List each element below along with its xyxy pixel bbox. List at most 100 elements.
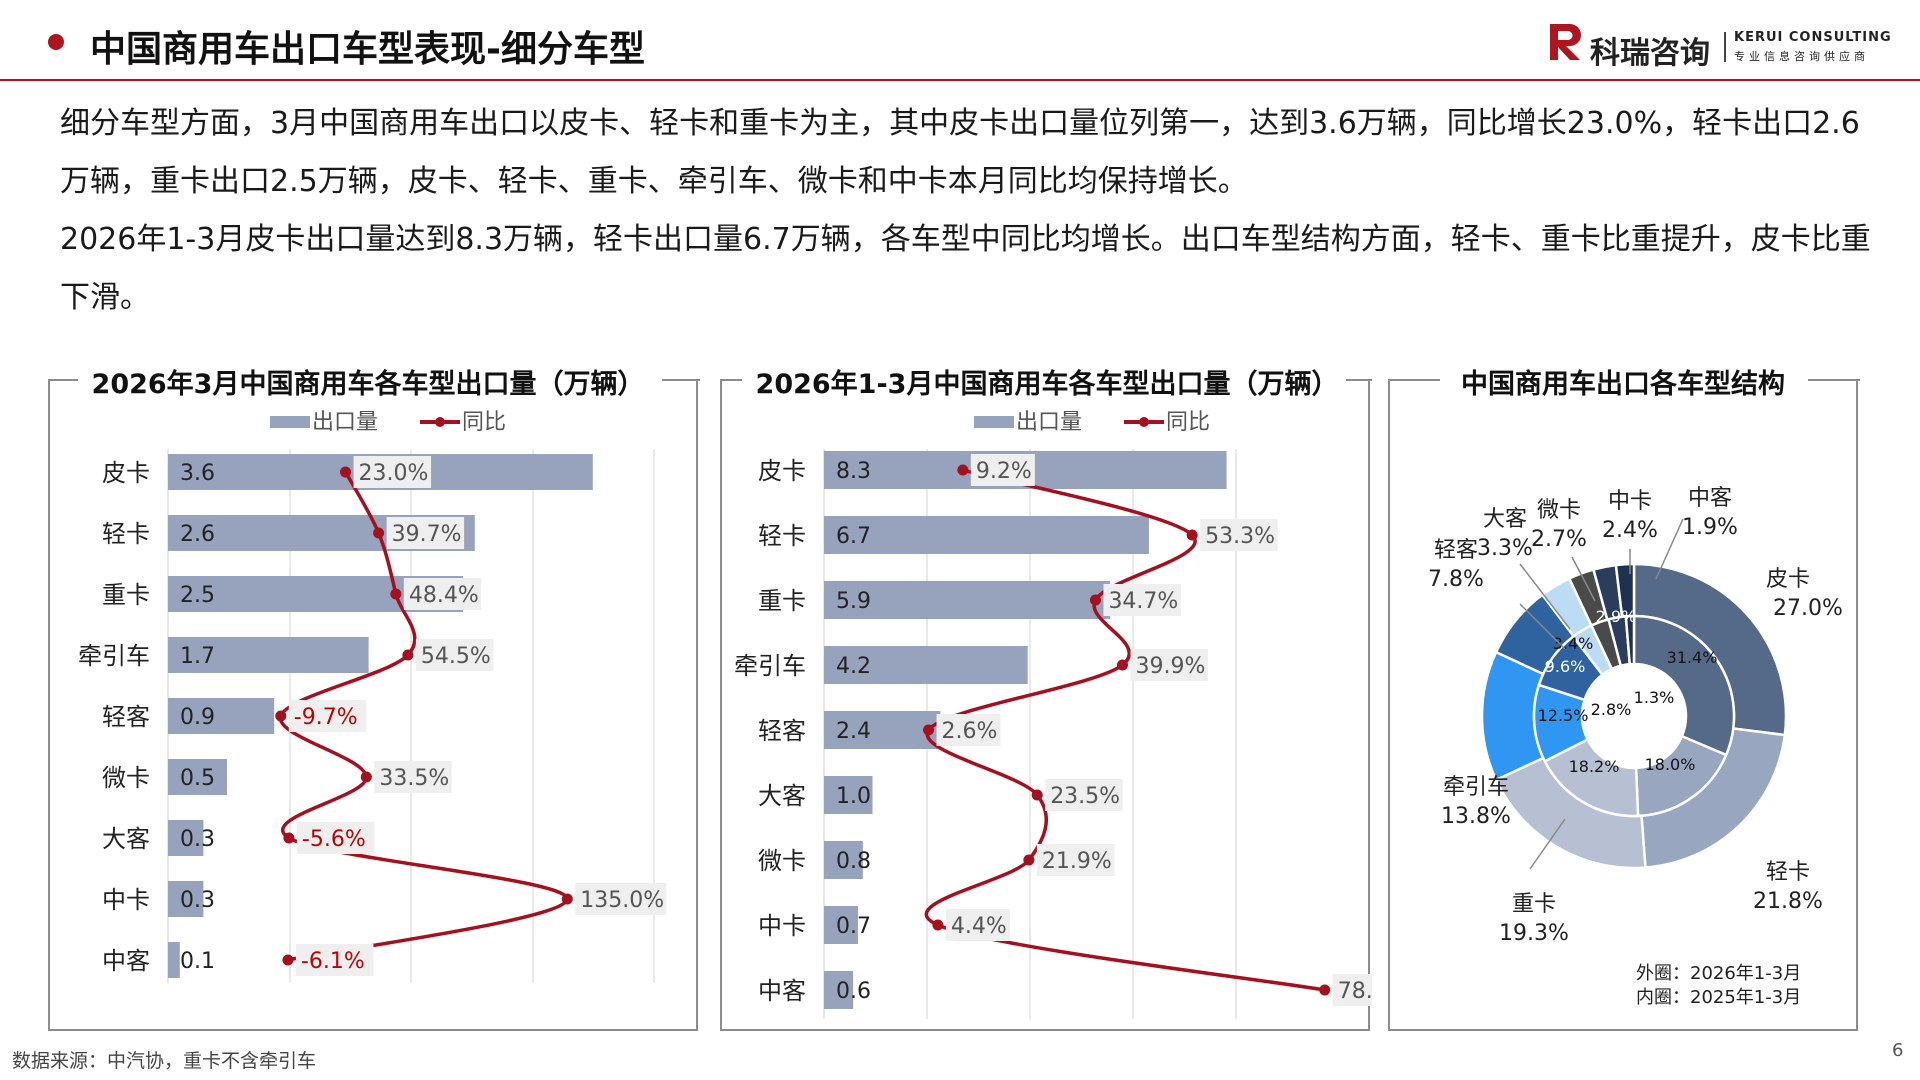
bar-value-label-中客: 0.6 (836, 979, 871, 1004)
structure-donut-chart: 31.4% 18.0% 18.2% 12.5% 9.6% 3.4%2.9% 2.8%1.3%… (1428, 486, 1843, 1008)
yoy-label-bg-大客 (1045, 779, 1123, 811)
yoy-label-中卡: 4.4% (951, 914, 1007, 939)
bar-中客 (168, 942, 180, 978)
bar-中卡 (168, 881, 204, 917)
yoy-point-微卡 (1023, 854, 1035, 866)
legend-swatch-export (974, 416, 1014, 428)
yoy-label-bg-牵引车 (415, 639, 494, 671)
intro-paragraph-1: 细分车型方面，3月中国商用车出口以皮卡、轻卡和重卡为主，其中皮卡出口量位列第一，… (60, 106, 1860, 199)
yoy-label-bg-皮卡 (353, 456, 432, 488)
inner-value-label-微卡: 2.9% (1596, 607, 1637, 626)
inner-value-label-重卡: 18.2% (1569, 757, 1620, 776)
logo-english-name: KERUI CONSULTING (1734, 30, 1892, 45)
bar-value-label-牵引车: 1.7 (180, 644, 215, 669)
outer-value-label-皮卡: 27.0% (1773, 596, 1843, 621)
yoy-label-轻客: 2.6% (942, 719, 998, 744)
bar-value-label-大客: 0.3 (180, 827, 215, 852)
inner-ring-note: 内圈：2025年1-3月 (1636, 987, 1801, 1008)
header-divider (0, 79, 1920, 81)
yoy-label-bg-皮卡 (970, 454, 1035, 486)
yoy-label-微卡: 33.5% (379, 766, 449, 791)
logo-mark-icon (1550, 24, 1581, 60)
category-label-牵引车: 牵引车 (734, 652, 806, 680)
bar-轻卡 (824, 516, 1149, 554)
yoy-label-bg-轻卡 (386, 517, 465, 549)
outer-value-label-轻卡: 21.8% (1753, 889, 1823, 914)
bar-微卡 (824, 841, 863, 879)
category-label-皮卡: 皮卡 (102, 459, 150, 487)
yoy-label-中客: -6.1% (301, 949, 365, 974)
inner-value-label-中卡: 2.8% (1591, 700, 1632, 719)
legend-label-export: 出口量 (312, 410, 378, 435)
legend-marker-yoy (1139, 417, 1149, 427)
category-label-中卡: 中卡 (758, 912, 806, 940)
inner-value-label-皮卡: 31.4% (1667, 648, 1718, 667)
yoy-label-皮卡: 23.0% (359, 461, 429, 486)
bar-value-label-皮卡: 3.6 (180, 461, 215, 486)
yoy-point-中卡 (932, 919, 944, 931)
yoy-label-bg-重卡 (403, 578, 482, 610)
outer-value-label-微卡: 2.7% (1531, 527, 1587, 552)
category-label-中客: 中客 (758, 977, 806, 1005)
bar-value-label-牵引车: 4.2 (836, 654, 871, 679)
yoy-label-bg-微卡 (374, 761, 452, 793)
legend-swatch-export (270, 416, 310, 428)
bar-value-label-轻卡: 2.6 (180, 522, 215, 547)
yoy-point-大客 (283, 832, 295, 844)
inner-slice-中客 (1624, 614, 1636, 666)
yoy-label-重卡: 48.4% (409, 583, 479, 608)
yoy-point-牵引车 (402, 649, 414, 661)
yoy-point-中客 (282, 954, 294, 966)
outer-value-label-轻客: 7.8% (1428, 567, 1484, 592)
q1-chart-title: 2026年1-3月中国商用车各车型出口量（万辆） (755, 369, 1339, 400)
chart-panel-q1: 出口量 同比 皮卡 8.3 轻卡 6.7 重卡 5.9 牵引车 4.2 轻客 2.4 大客 1.0 微卡 0.… (720, 379, 1372, 1031)
bar-value-label-大客: 1.0 (836, 784, 871, 809)
inner-value-label-中客: 1.3% (1634, 688, 1675, 707)
outer-category-label-皮卡: 皮卡 (1766, 567, 1810, 592)
leader-line-0 (1519, 603, 1566, 650)
category-label-轻客: 轻客 (102, 703, 150, 731)
category-label-中客: 中客 (102, 947, 150, 975)
yoy-point-中卡 (561, 893, 573, 905)
yoy-label-bg-大客 (296, 822, 375, 854)
category-label-皮卡: 皮卡 (758, 457, 806, 485)
yoy-point-大客 (1031, 789, 1043, 801)
intro-text: 细分车型方面，3月中国商用车出口以皮卡、轻卡和重卡为主，其中皮卡出口量位列第一，… (60, 95, 1880, 327)
title-bullet (48, 34, 64, 50)
category-label-轻客: 轻客 (758, 717, 806, 745)
inner-slice-皮卡 (1632, 614, 1736, 757)
category-label-轻卡: 轻卡 (758, 522, 806, 550)
legend-label-yoy: 同比 (1166, 410, 1210, 435)
page-number: 6 (1892, 1040, 1904, 1061)
panel-border-right (1808, 379, 1860, 381)
yoy-label-bg-中卡 (575, 883, 667, 915)
inner-value-label-轻卡: 18.0% (1645, 755, 1696, 774)
inner-value-label-牵引车: 12.5% (1538, 706, 1589, 725)
category-label-大客: 大客 (758, 782, 806, 810)
legend-marker-yoy (435, 417, 445, 427)
inner-value-label-轻客: 9.6% (1545, 657, 1586, 676)
chart-panel-structure: 31.4% 18.0% 18.2% 12.5% 9.6% 3.4% 2.9% 2.8% 1.3%… (1388, 379, 1860, 1031)
panel-border-right (1346, 379, 1372, 381)
company-logo: 科瑞咨询 KERUI CONSULTING 专业信息咨询供应商 (1548, 22, 1891, 71)
data-source-note: 数据来源：中汽协，重卡不含牵引车 (12, 1050, 317, 1072)
bar-value-label-中卡: 0.3 (180, 888, 215, 913)
yoy-label-中卡: 135.0% (580, 888, 664, 913)
yoy-point-中客 (1319, 984, 1331, 996)
bar-value-label-轻卡: 6.7 (836, 524, 871, 549)
outer-category-label-中客: 中客 (1688, 486, 1732, 511)
structure-chart-title: 中国商用车出口各车型结构 (1461, 369, 1785, 400)
header: 中国商用车出口车型表现-细分车型 科瑞咨询 KERUI CONSULTING 专… (0, 0, 1920, 81)
yoy-point-牵引车 (1116, 659, 1128, 671)
yoy-point-轻卡 (1186, 529, 1198, 541)
yoy-label-bg-中客 (295, 944, 374, 976)
yoy-point-轻卡 (373, 527, 385, 539)
bar-value-label-中客: 0.1 (180, 949, 215, 974)
logo-tagline: 专业信息咨询供应商 (1734, 50, 1869, 63)
leader-line-5 (1655, 518, 1684, 580)
bar-value-label-重卡: 5.9 (836, 589, 871, 614)
yoy-label-bg-中客 (1332, 974, 1372, 1006)
yoy-label-bg-牵引车 (1130, 649, 1208, 681)
